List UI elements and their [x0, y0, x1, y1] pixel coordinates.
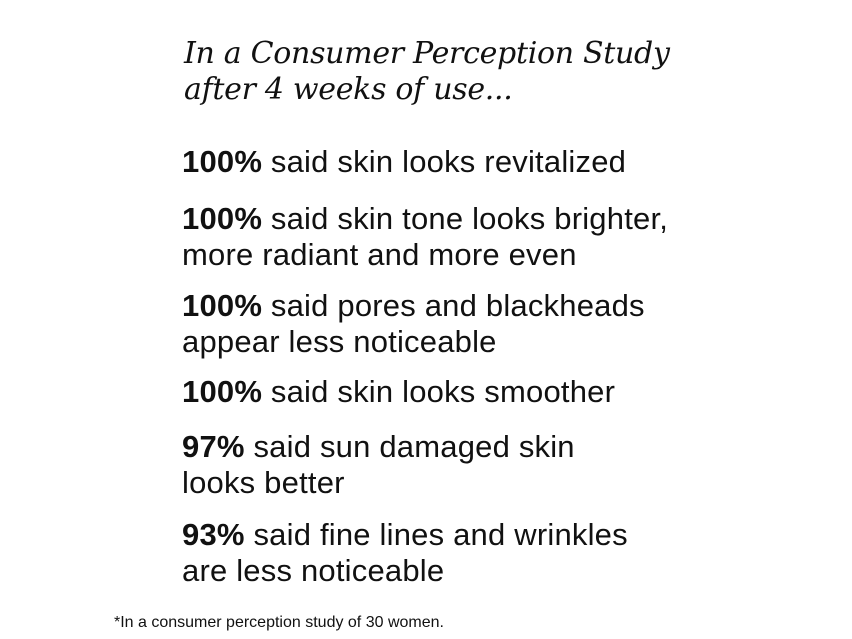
stat-line-1: 100% said skin tone looks brighter, — [182, 201, 822, 237]
stat-line-2: are less noticeable — [182, 553, 445, 588]
stat-line-2: looks better — [182, 465, 345, 500]
study-footnote: *In a consumer perception study of 30 wo… — [114, 614, 444, 631]
stat-percent: 100% — [182, 144, 263, 179]
stat-text: said skin tone looks brighter, — [262, 201, 669, 236]
stat-percent: 100% — [182, 201, 263, 236]
study-heading: In a Consumer Perception Study after 4 w… — [184, 36, 804, 108]
stat-line-1: 100% said skin looks smoother — [182, 374, 822, 410]
stat-item-fine-lines: 93% said fine lines and wrinkles are les… — [182, 517, 822, 589]
stat-percent: 100% — [182, 288, 263, 323]
heading-line-2: after 4 weeks of use... — [184, 72, 513, 107]
stat-item-sun-damage: 97% said sun damaged skin looks better — [182, 429, 822, 501]
stat-line-1: 93% said fine lines and wrinkles — [182, 517, 822, 553]
stat-item-revitalized: 100% said skin looks revitalized — [182, 144, 822, 180]
stat-line-1: 100% said pores and blackheads — [182, 288, 822, 324]
stat-item-brighter: 100% said skin tone looks brighter, more… — [182, 201, 822, 273]
stat-percent: 93% — [182, 517, 245, 552]
stat-percent: 97% — [182, 429, 245, 464]
heading-line-1: In a Consumer Perception Study — [184, 36, 670, 71]
stat-line-1: 97% said sun damaged skin — [182, 429, 822, 465]
stat-line-2: more radiant and more even — [182, 237, 577, 272]
stat-text: said sun damaged skin — [244, 429, 575, 464]
stat-percent: 100% — [182, 374, 263, 409]
stat-line-2: appear less noticeable — [182, 324, 497, 359]
stat-item-smoother: 100% said skin looks smoother — [182, 374, 822, 410]
stat-text: said skin looks smoother — [262, 374, 616, 409]
stat-text: said fine lines and wrinkles — [244, 517, 628, 552]
stat-text: said pores and blackheads — [262, 288, 645, 323]
stat-item-pores: 100% said pores and blackheads appear le… — [182, 288, 822, 360]
stat-line-1: 100% said skin looks revitalized — [182, 144, 822, 180]
stat-text: said skin looks revitalized — [262, 144, 627, 179]
